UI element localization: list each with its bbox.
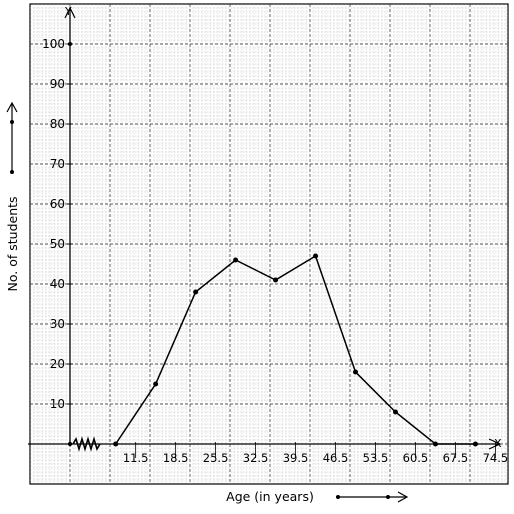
x-direction-dot [386,495,390,499]
y-axis-letter: Y [64,5,72,18]
x-tick-label-53.5: 53.5 [363,451,389,465]
y-axis-title: No. of students [5,196,20,291]
y-direction-arrowhead [6,101,18,113]
y-top-point [68,42,72,46]
y-direction-dot [10,170,14,174]
data-series [113,253,478,447]
data-point-8 [113,441,119,447]
y-axis-arrowhead [64,6,76,19]
x-tick-label-11.5: 11.5 [123,451,149,465]
axis-labels: X Y Age (in years) No. of students [5,5,502,504]
x-tick-label-60.5: 60.5 [403,451,429,465]
tick-labels: 10 20 30 40 50 60 70 80 90 100 11.5 18.5 25.5 32.5 39.… [42,37,508,465]
x-tick-label-32.5: 32.5 [243,451,269,465]
x-axis-letter: X [494,437,502,450]
data-point-29 [233,257,239,263]
y-tick-label-60: 60 [50,197,65,211]
x-tick-label-67.5: 67.5 [443,451,469,465]
x-tick-label-46.5: 46.5 [323,451,349,465]
y-tick-label-50: 50 [50,237,65,251]
x-axis-title: Age (in years) [226,489,314,504]
graph-paper-grid [29,3,509,485]
data-point-64 [432,441,438,447]
data-point-22 [193,289,199,295]
x-direction-arrowhead [397,491,409,503]
data-point-15 [153,381,159,387]
y-tick-label-10: 10 [50,397,65,411]
y-tick-label-90: 90 [50,77,65,91]
y-tick-label-40: 40 [50,277,65,291]
data-point-50 [353,369,358,375]
data-point-36 [273,277,279,283]
data-point-57 [392,409,398,415]
y-direction-dot [10,120,14,124]
x-direction-dot [336,495,340,499]
series-line-0 [115,254,476,445]
x-tick-label-74.5: 74.5 [483,451,509,465]
y-tick-label-70: 70 [50,157,65,171]
y-tick-label-20: 20 [50,357,65,371]
data-point-71 [472,441,478,447]
x-tick-label-18.5: 18.5 [163,451,189,465]
y-tick-label-80: 80 [50,117,65,131]
data-point-43 [313,253,319,259]
axes [28,6,502,452]
origin-point [67,441,73,447]
axis-break-zigzag [72,436,101,452]
y-tick-label-100: 100 [42,37,65,51]
y-tick-label-30: 30 [50,317,65,331]
x-tick-label-39.5: 39.5 [283,451,309,465]
x-axis-arrowhead [488,438,502,450]
x-tick-label-25.5: 25.5 [203,451,229,465]
